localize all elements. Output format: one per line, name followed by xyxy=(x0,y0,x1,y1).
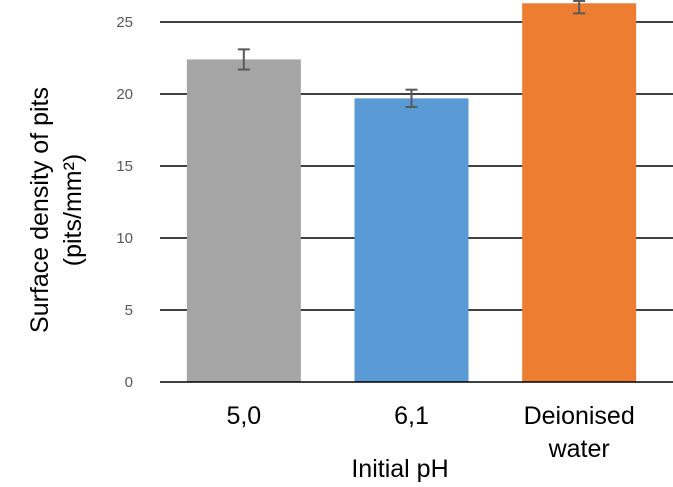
y-tick-label: 20 xyxy=(116,86,133,103)
y-tick-label: 15 xyxy=(116,158,133,175)
bars xyxy=(186,3,637,383)
y-axis-title-line-1: Surface density of pits xyxy=(26,87,54,333)
y-tick-label: 25 xyxy=(116,14,133,31)
y-tick-label: 5 xyxy=(125,302,133,319)
bar xyxy=(354,98,469,382)
y-axis-title-line-2: (pits/mm²) xyxy=(59,154,87,266)
x-category-label: Deionised xyxy=(524,402,635,430)
error-bar xyxy=(573,0,586,15)
x-axis-title: Initial pH xyxy=(351,455,448,483)
x-category-label: 5,0 xyxy=(226,402,261,430)
y-axis-ticks: 0 5 10 15 20 25 xyxy=(116,14,133,391)
x-category-label: water xyxy=(548,435,610,463)
error-bar xyxy=(405,88,418,108)
error-bar xyxy=(237,48,250,71)
bar xyxy=(186,59,301,382)
error-bars xyxy=(237,0,586,108)
y-tick-label: 10 xyxy=(116,230,133,247)
y-axis-title: Surface density of pits (pits/mm²) xyxy=(26,87,87,333)
x-category-label: 6,1 xyxy=(394,402,429,430)
bar xyxy=(522,3,637,383)
y-tick-label: 0 xyxy=(125,374,133,391)
x-axis-categories: 5,0 6,1 Deionised water xyxy=(226,402,634,463)
